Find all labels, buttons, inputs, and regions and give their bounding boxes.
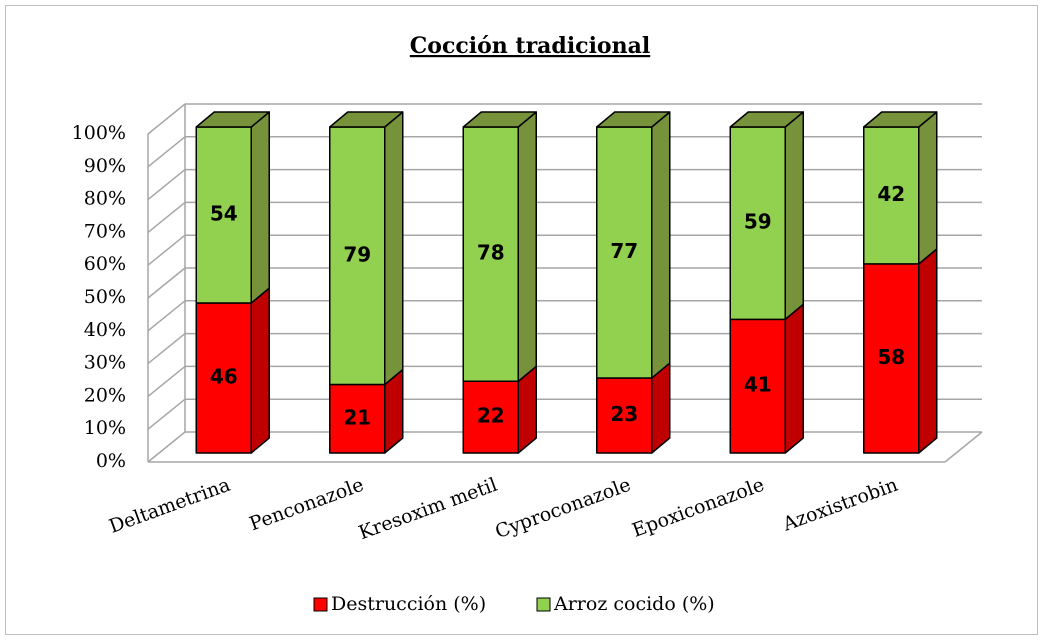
bar-top (596, 111, 671, 128)
bar-side (918, 248, 938, 454)
y-tick-label: 0% (96, 450, 126, 472)
bar-side (384, 111, 404, 386)
bar-side (651, 111, 671, 379)
y-tick-label: 40% (84, 319, 126, 341)
y-tick-label: 20% (84, 384, 126, 406)
y-tick-label: 100% (72, 122, 126, 144)
bar-segment (729, 126, 786, 321)
bar-top (462, 111, 537, 128)
y-tick-label: 30% (84, 352, 126, 374)
bar-side (918, 111, 938, 265)
bar-top (729, 111, 804, 128)
bars: 46 54 21 79 22 78 23 77 41 59 58 42 (195, 111, 938, 454)
y-tick-label: 10% (84, 417, 126, 439)
bar-segment (329, 126, 386, 386)
bar-top (863, 111, 938, 128)
data-label: 77 (610, 239, 638, 263)
grid-line-side (147, 201, 186, 233)
data-label: 42 (877, 182, 905, 206)
grid-line-side (147, 398, 186, 430)
legend-swatch (313, 597, 328, 612)
bar-side (517, 111, 537, 383)
y-tick-label: 60% (84, 253, 126, 275)
data-label: 59 (744, 210, 772, 234)
grid-line-side (147, 431, 186, 463)
y-tick-label: 70% (84, 220, 126, 242)
bar-segment (729, 318, 786, 454)
grid-line-side (147, 333, 186, 365)
data-label: 78 (477, 241, 505, 265)
data-label: 21 (343, 405, 371, 429)
bar-segment (329, 383, 386, 454)
y-tick-label: 80% (84, 188, 126, 210)
grid-line-side (147, 103, 186, 135)
data-label: 46 (210, 365, 238, 389)
grid-line-side (147, 365, 186, 397)
bar-top (195, 111, 270, 128)
bar-side (250, 111, 270, 304)
bar-segment (195, 302, 252, 454)
bar-segment (195, 126, 252, 304)
grid-line-side (147, 234, 186, 266)
legend-label: Arroz cocido (%) (553, 593, 715, 615)
grid-line-side (147, 136, 186, 168)
grid-line-side (147, 300, 186, 332)
bar-top (329, 111, 404, 128)
legend-swatch (536, 597, 551, 612)
bar-side (784, 111, 804, 321)
bar-segment (462, 126, 519, 383)
data-label: 23 (610, 402, 638, 426)
grid-line-side (147, 169, 186, 201)
bar-side (784, 303, 804, 454)
bar-side (250, 287, 270, 454)
legend-label: Destrucción (%) (331, 593, 486, 615)
floor-right (944, 431, 983, 463)
y-tick-label: 50% (84, 286, 126, 308)
chart-title: Cocción tradicional (410, 33, 650, 59)
y-tick-label: 90% (84, 155, 126, 177)
grid-line-side (147, 267, 186, 299)
data-label: 79 (343, 242, 371, 266)
data-label: 58 (877, 345, 905, 369)
walls (147, 103, 983, 463)
data-label: 22 (477, 404, 505, 428)
data-label: 54 (210, 202, 238, 226)
data-label: 41 (744, 373, 772, 397)
